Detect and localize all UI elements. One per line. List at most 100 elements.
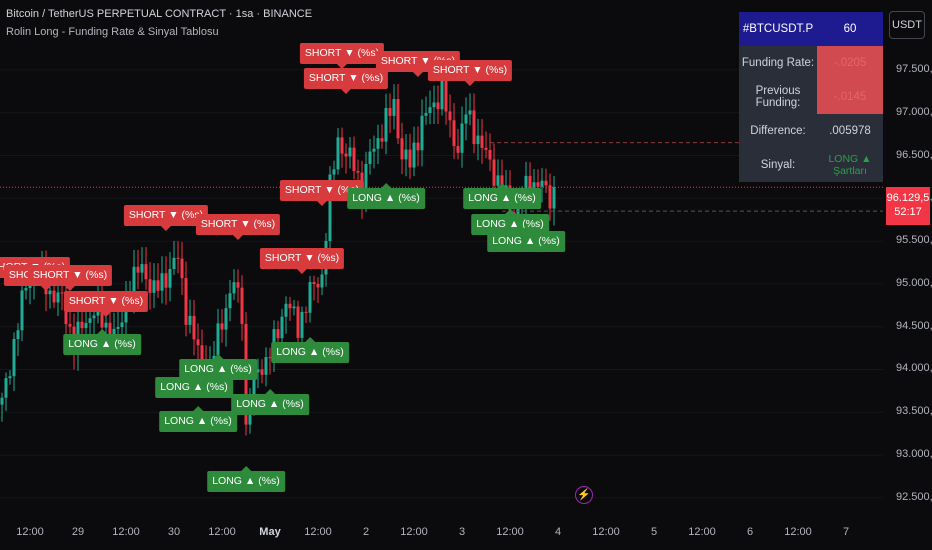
candle [256, 369, 260, 373]
long-signal-label: LONG ▲ (%s) [347, 183, 425, 210]
candle [384, 107, 388, 142]
last-price-value: 96.129,5 [886, 192, 930, 204]
candle [24, 288, 28, 291]
long-signal-label: LONG ▲ (%s) [463, 183, 541, 210]
table-header-row: #BTCUSDT.P 60 [739, 12, 883, 46]
candle [432, 102, 436, 108]
candle [480, 135, 484, 148]
symbol-title[interactable]: Bitcoin / TetherUS PERPETUAL CONTRACT · … [6, 8, 313, 20]
candle [240, 287, 244, 324]
candle [160, 273, 164, 291]
short-signal-label: SHORT ▼ (%s) [259, 248, 345, 275]
candle [316, 283, 320, 288]
candle [108, 322, 112, 341]
time-tick: 12:00 [784, 526, 812, 538]
time-tick: 6 [746, 526, 754, 538]
candle [176, 257, 180, 259]
signal-label: Sinyal: [739, 148, 817, 182]
candle [328, 174, 332, 242]
candle [292, 306, 296, 309]
price-tick: 95.500,0 [896, 234, 932, 247]
candle [368, 151, 372, 165]
candle [472, 110, 476, 145]
last-price-badge: 96.129,5 52:17 [886, 187, 930, 225]
candle [196, 339, 200, 346]
short-signal-label: SHORT ▼ (%s) [63, 291, 149, 318]
bar-countdown: 52:17 [894, 206, 922, 218]
candle [396, 99, 400, 139]
table-row: Funding Rate: -.0205 [739, 46, 883, 80]
candle [356, 171, 360, 173]
price-tick: 94.500,0 [896, 319, 932, 332]
lightning-icon[interactable]: ⚡ [575, 486, 593, 504]
candle [552, 187, 556, 209]
indicator-title[interactable]: Rolin Long - Funding Rate & Sinyal Tablo… [6, 26, 219, 38]
candle [372, 148, 376, 152]
candle [312, 282, 316, 284]
table-row: Sinyal: LONG ▲ Şartları [739, 148, 883, 182]
short-signal-label: SHORT ▼ (%s) [303, 68, 389, 95]
long-signal-label: LONG ▲ (%s) [231, 388, 309, 415]
candle [344, 153, 348, 157]
candle [276, 329, 280, 339]
candle [264, 357, 268, 375]
candle [464, 114, 468, 124]
time-tick: 7 [842, 526, 850, 538]
candle [456, 146, 460, 153]
candle [48, 290, 52, 295]
candle [120, 322, 124, 328]
table-interval: 60 [817, 12, 883, 46]
candle [216, 323, 220, 356]
candle [60, 292, 64, 294]
candle [252, 372, 256, 400]
candle [56, 292, 60, 303]
candle [228, 293, 232, 309]
candle [488, 149, 492, 160]
candle [348, 147, 352, 157]
short-signal-label: SHORT ▼ (%s) [195, 213, 281, 240]
candle [448, 111, 452, 121]
candle [156, 280, 160, 291]
candle [404, 149, 408, 160]
short-signal-label: SHORT ▼ (%s) [279, 179, 365, 206]
candle [492, 159, 496, 186]
candle [336, 137, 340, 170]
candle [224, 308, 228, 330]
candle [280, 316, 284, 339]
candle [424, 113, 428, 116]
difference-value: .005978 [817, 114, 883, 148]
candle [144, 264, 148, 280]
candle [88, 318, 92, 323]
candle [104, 322, 108, 328]
candle [164, 273, 168, 288]
candle [460, 123, 464, 153]
candle [420, 115, 424, 151]
candle [416, 142, 420, 151]
candle [468, 110, 472, 115]
time-tick: 4 [554, 526, 562, 538]
short-signal-label: SHORT ▼ (%s) [427, 59, 513, 86]
price-tick: 95.000,0 [896, 276, 932, 289]
candle [192, 315, 196, 340]
candle [12, 339, 16, 377]
time-tick: 12:00 [688, 526, 716, 538]
candle [496, 175, 500, 186]
currency-button[interactable]: USDT [889, 11, 925, 39]
table-row: Difference: .005978 [739, 114, 883, 148]
previous-funding-value: -.0145 [817, 80, 883, 114]
candle [236, 282, 240, 288]
long-signal-label: LONG ▲ (%s) [159, 405, 237, 432]
candle [8, 376, 12, 379]
candle [180, 258, 184, 279]
candle [152, 280, 156, 293]
time-tick: 30 [167, 526, 181, 538]
candle [484, 147, 488, 150]
time-tick: May [259, 526, 281, 538]
candle [548, 185, 552, 209]
candle [80, 321, 84, 329]
candle [364, 164, 368, 203]
candle [332, 169, 336, 175]
candle [452, 120, 456, 147]
time-tick: 2 [362, 526, 370, 538]
candle [304, 311, 308, 313]
